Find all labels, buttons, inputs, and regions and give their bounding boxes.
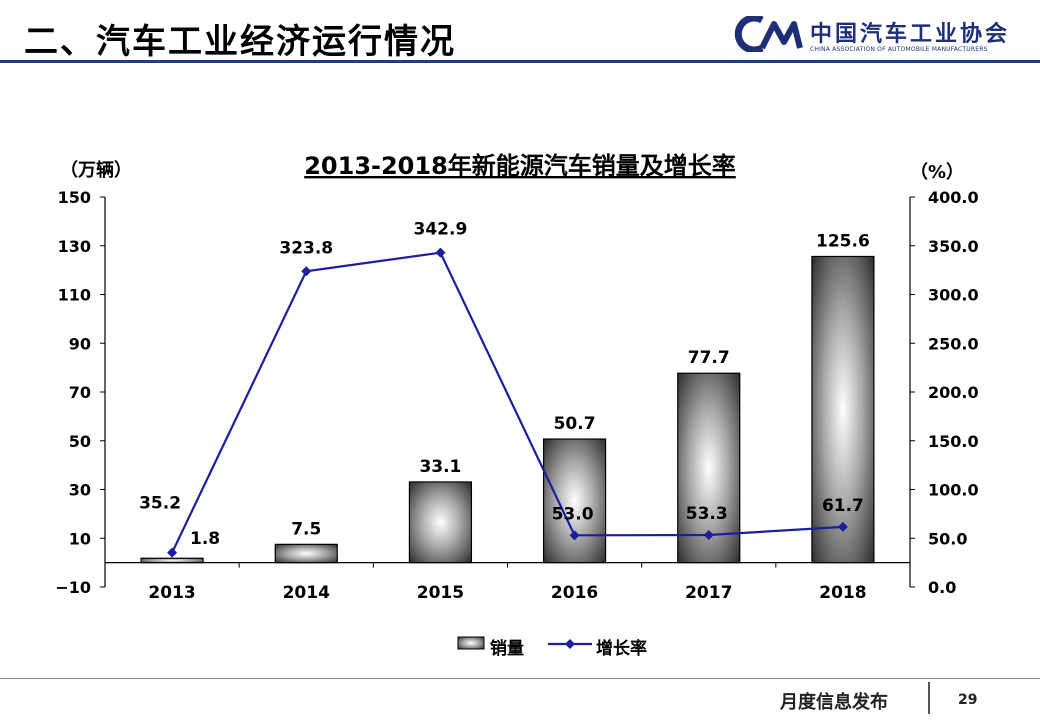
legend-bar-swatch xyxy=(457,636,485,650)
y-tick-label: 130 xyxy=(58,237,91,256)
y-tick-label: 90 xyxy=(69,334,91,353)
y2-tick-label: 300.0 xyxy=(928,286,979,305)
legend-line-marker xyxy=(565,639,575,649)
y2-tick-label: 400.0 xyxy=(928,188,979,207)
growth-rate-point-2015 xyxy=(435,247,446,258)
bar-2018 xyxy=(811,255,875,564)
bar-2013 xyxy=(140,557,204,564)
logo-icon xyxy=(734,16,803,52)
bar-2016 xyxy=(542,438,607,564)
y2-tick-label: 200.0 xyxy=(928,383,979,402)
bar-value-label: 7.5 xyxy=(291,519,321,539)
growth-rate-line xyxy=(171,251,843,554)
bar-2017 xyxy=(677,372,741,564)
y-tick-label: 110 xyxy=(58,286,91,305)
bar-value-label: 125.6 xyxy=(816,231,870,251)
logo-text: 中国汽车工业协会 xyxy=(810,22,1011,47)
y-tick-label: 150 xyxy=(58,188,91,207)
logo-subtext: CHINA ASSOCIATION OF AUTOMOBILE MANUFACT… xyxy=(810,46,988,53)
y2-axis-label: （%） xyxy=(910,162,964,183)
x-tick-label: 2017 xyxy=(685,583,732,603)
y2-tick-label: 350.0 xyxy=(928,237,979,256)
bar-2015 xyxy=(408,481,473,564)
line-value-label: 35.2 xyxy=(139,494,181,514)
header-divider xyxy=(0,60,1040,63)
y-tick-label: 10 xyxy=(69,529,91,548)
growth-rate-point-2016 xyxy=(569,530,580,541)
footer-label: 月度信息发布 xyxy=(780,692,888,713)
growth-rate-point-2017 xyxy=(703,530,714,541)
y-axis-label: （万辆） xyxy=(60,159,132,181)
legend-bar-label: 销量 xyxy=(490,638,524,659)
bar-value-label: 33.1 xyxy=(419,457,461,477)
x-tick-label: 2015 xyxy=(417,583,464,603)
bar-2014 xyxy=(274,543,338,564)
x-tick-label: 2016 xyxy=(551,583,598,603)
chart-title: 2013-2018年新能源汽车销量及增长率 xyxy=(304,152,736,180)
x-tick-label: 2014 xyxy=(283,583,330,603)
line-value-label: 342.9 xyxy=(414,220,468,240)
footer-divider xyxy=(0,678,1040,679)
y2-tick-label: 150.0 xyxy=(928,432,979,451)
growth-rate-point-2018 xyxy=(837,521,848,532)
y2-tick-label: 50.0 xyxy=(928,529,967,548)
y2-tick-label: 100.0 xyxy=(928,481,979,500)
y-tick-label: 30 xyxy=(69,481,91,500)
page-number: 29 xyxy=(958,692,978,708)
y-tick-label: 70 xyxy=(69,383,91,402)
line-value-label: 53.3 xyxy=(686,504,728,524)
y-tick-label: −10 xyxy=(55,578,91,597)
growth-rate-point-2014 xyxy=(301,266,312,277)
bar-value-label: 1.8 xyxy=(190,529,220,549)
bar-value-label: 77.7 xyxy=(688,348,730,368)
bar-value-label: 50.7 xyxy=(554,414,596,434)
line-value-label: 53.0 xyxy=(552,504,594,524)
line-value-label: 61.7 xyxy=(822,496,864,516)
line-value-label: 323.8 xyxy=(279,238,333,258)
y2-tick-label: 0.0 xyxy=(928,578,956,597)
y-tick-label: 50 xyxy=(69,432,91,451)
growth-rate-point-2013 xyxy=(167,547,178,558)
x-tick-label: 2013 xyxy=(148,583,195,603)
x-tick-label: 2018 xyxy=(819,583,866,603)
y2-tick-label: 250.0 xyxy=(928,334,979,353)
legend-line-label: 增长率 xyxy=(596,638,647,659)
association-logo: 中国汽车工业协会 CHINA ASSOCIATION OF AUTOMOBILE… xyxy=(732,14,1012,58)
slide-title: 二、汽车工业经济运行情况 xyxy=(24,22,456,62)
footer-separator xyxy=(928,682,930,714)
